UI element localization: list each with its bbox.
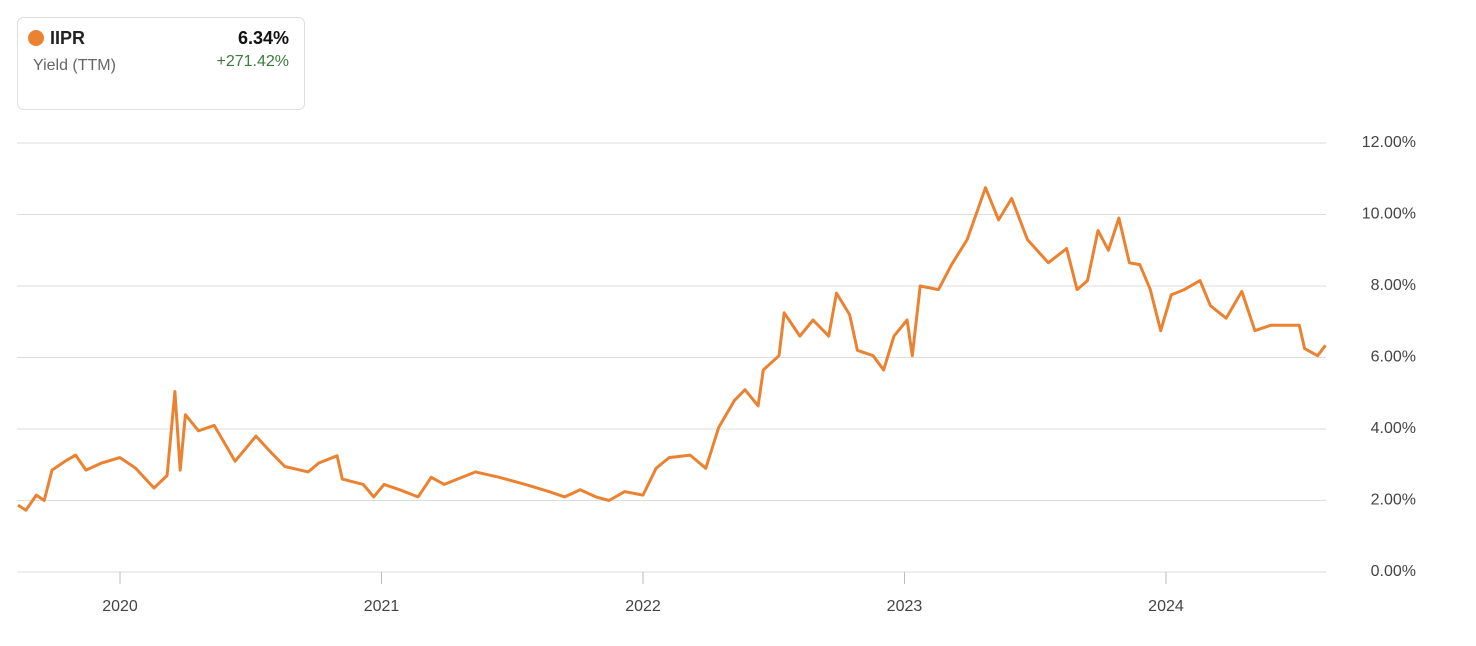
- y-tick-label: 6.00%: [1371, 349, 1416, 366]
- x-tick-label: 2021: [364, 598, 400, 615]
- x-tick-label: 2023: [887, 598, 923, 615]
- legend-series-name: IIPR: [50, 28, 85, 48]
- y-tick-label: 8.00%: [1371, 277, 1416, 294]
- legend-metric: Yield (TTM): [33, 57, 116, 74]
- legend-dot: [28, 30, 44, 46]
- y-tick-label: 0.00%: [1371, 563, 1416, 580]
- y-tick-label: 12.00%: [1362, 134, 1416, 151]
- legend-current-value: 6.34%: [238, 28, 289, 48]
- x-tick-label: 2022: [625, 598, 661, 615]
- x-tick-label: 2024: [1148, 598, 1184, 615]
- x-tick-label: 2020: [102, 598, 138, 615]
- legend-change: +271.42%: [216, 53, 289, 70]
- data-line: [17, 186, 1327, 512]
- y-tick-label: 2.00%: [1371, 492, 1416, 509]
- legend-box: [17, 17, 305, 110]
- y-tick-label: 10.00%: [1362, 206, 1416, 223]
- y-tick-label: 4.00%: [1371, 420, 1416, 437]
